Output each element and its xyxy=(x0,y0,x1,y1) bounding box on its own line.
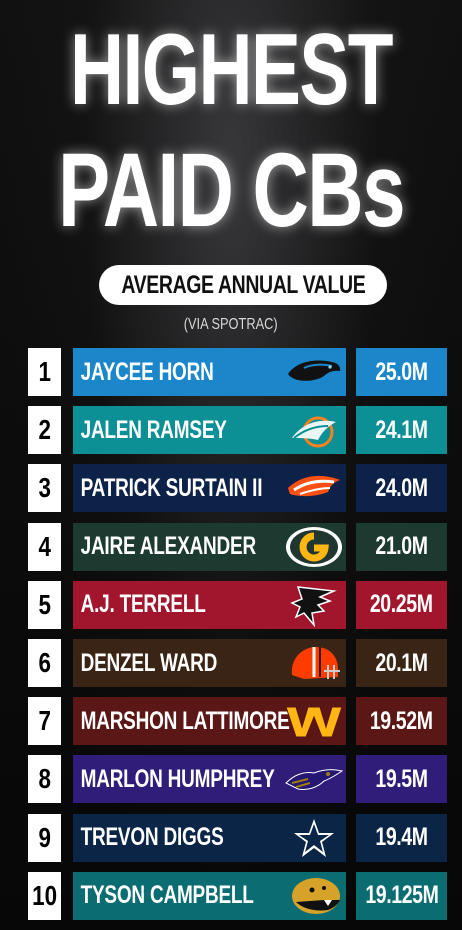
subtitle: AVERAGE ANNUAL VALUE xyxy=(121,270,365,299)
player-name: PATRICK SURTAIN II xyxy=(80,473,263,502)
player-name-bar: JAIRE ALEXANDER xyxy=(73,522,346,571)
salary-value: 20.25M xyxy=(370,590,433,619)
player-name-bar: JAYCEE HORN xyxy=(73,348,346,396)
player-name-bar: DENZEL WARD xyxy=(73,639,346,687)
rank-number: 10 xyxy=(32,879,57,911)
rank-badge: 4 xyxy=(28,522,61,571)
player-row: 2 JALEN RAMSEY 24.1M xyxy=(0,406,462,455)
dolphins-icon xyxy=(284,408,344,452)
rank-number: 1 xyxy=(38,356,51,387)
rank-badge: 8 xyxy=(28,755,61,804)
salary-value: 24.0M xyxy=(375,473,428,502)
player-row: 4 JAIRE ALEXANDER 21.0M xyxy=(0,522,462,571)
salary-value-box: 19.125M xyxy=(356,871,447,920)
salary-value: 19.5M xyxy=(375,764,428,793)
player-row: 9 TREVON DIGGS 19.4M xyxy=(0,813,462,862)
salary-value: 19.125M xyxy=(364,881,439,910)
title-line-1: HIGHEST xyxy=(70,13,393,127)
player-name: DENZEL WARD xyxy=(80,648,218,677)
salary-value: 19.4M xyxy=(375,823,428,852)
cowboys-icon xyxy=(284,816,344,860)
rank-number: 7 xyxy=(38,705,51,737)
player-name-bar: JALEN RAMSEY xyxy=(73,406,346,455)
player-name: JAIRE ALEXANDER xyxy=(80,532,257,561)
salary-value: 25.0M xyxy=(375,357,428,386)
source-note: (VIA SPOTRAC) xyxy=(0,316,462,334)
title-line-2: PAID CBs xyxy=(58,131,405,250)
player-row: 3 PATRICK SURTAIN II 24.0M xyxy=(0,464,462,513)
player-name-bar: A.J. TERRELL xyxy=(73,580,346,629)
source-text: (VIA SPOTRAC) xyxy=(184,316,278,333)
player-name-bar: MARLON HUMPHREY xyxy=(73,755,346,804)
rank-number: 6 xyxy=(38,647,51,678)
commanders-icon xyxy=(284,699,344,743)
salary-value-box: 21.0M xyxy=(356,522,447,571)
player-row: 10 TYSON CAMPBELL 19.125M xyxy=(0,871,462,920)
rank-badge: 1 xyxy=(28,348,61,396)
player-row: 1 JAYCEE HORN 25.0M xyxy=(0,348,462,396)
rank-badge: 6 xyxy=(28,639,61,687)
broncos-icon xyxy=(284,466,344,510)
player-name-bar: PATRICK SURTAIN II xyxy=(73,464,346,513)
ravens-icon xyxy=(284,757,344,801)
player-name: JALEN RAMSEY xyxy=(80,415,227,444)
player-row: 7 MARSHON LATTIMORE 19.52M xyxy=(0,697,462,746)
rank-badge: 5 xyxy=(28,580,61,629)
jaguars-icon xyxy=(284,874,344,918)
rank-badge: 9 xyxy=(28,813,61,862)
rank-badge: 7 xyxy=(28,697,61,746)
rank-number: 2 xyxy=(38,414,51,446)
salary-value: 21.0M xyxy=(375,532,428,561)
player-name-bar: MARSHON LATTIMORE xyxy=(73,697,346,746)
falcons-icon xyxy=(284,583,344,628)
rank-number: 8 xyxy=(38,763,51,795)
salary-value: 24.1M xyxy=(375,415,428,444)
player-name: TREVON DIGGS xyxy=(80,823,224,852)
salary-value-box: 25.0M xyxy=(356,348,447,396)
salary-value: 20.1M xyxy=(375,648,428,677)
packers-icon xyxy=(284,525,344,569)
player-name-bar: TYSON CAMPBELL xyxy=(73,871,346,920)
rank-badge: 2 xyxy=(28,406,61,455)
salary-value-box: 20.1M xyxy=(356,639,447,687)
salary-value-box: 24.0M xyxy=(356,464,447,513)
browns-icon xyxy=(284,641,344,685)
salary-value-box: 19.5M xyxy=(356,755,447,804)
rank-number: 9 xyxy=(38,821,51,853)
rank-number: 4 xyxy=(38,530,51,562)
player-row: 6 DENZEL WARD 20.1M xyxy=(0,639,462,687)
rank-number: 5 xyxy=(38,588,51,620)
player-row: 5 A.J. TERRELL 20.25M xyxy=(0,580,462,629)
salary-value-box: 20.25M xyxy=(356,580,447,629)
player-name: A.J. TERRELL xyxy=(80,590,206,619)
player-name: JAYCEE HORN xyxy=(80,357,214,386)
salary-value-box: 19.52M xyxy=(356,697,447,746)
panthers-icon xyxy=(284,350,344,394)
player-name-bar: TREVON DIGGS xyxy=(73,813,346,862)
salary-value-box: 19.4M xyxy=(356,813,447,862)
rank-badge: 3 xyxy=(28,464,61,513)
rank-badge: 10 xyxy=(28,871,61,920)
player-name: TYSON CAMPBELL xyxy=(80,881,254,910)
salary-value: 19.52M xyxy=(370,706,433,735)
rank-number: 3 xyxy=(38,472,51,504)
player-name: MARLON HUMPHREY xyxy=(80,764,275,793)
salary-value-box: 24.1M xyxy=(356,406,447,455)
subtitle-pill: AVERAGE ANNUAL VALUE xyxy=(99,265,387,305)
player-row: 8 MARLON HUMPHREY 19.5M xyxy=(0,755,462,804)
player-name: MARSHON LATTIMORE xyxy=(80,706,290,735)
